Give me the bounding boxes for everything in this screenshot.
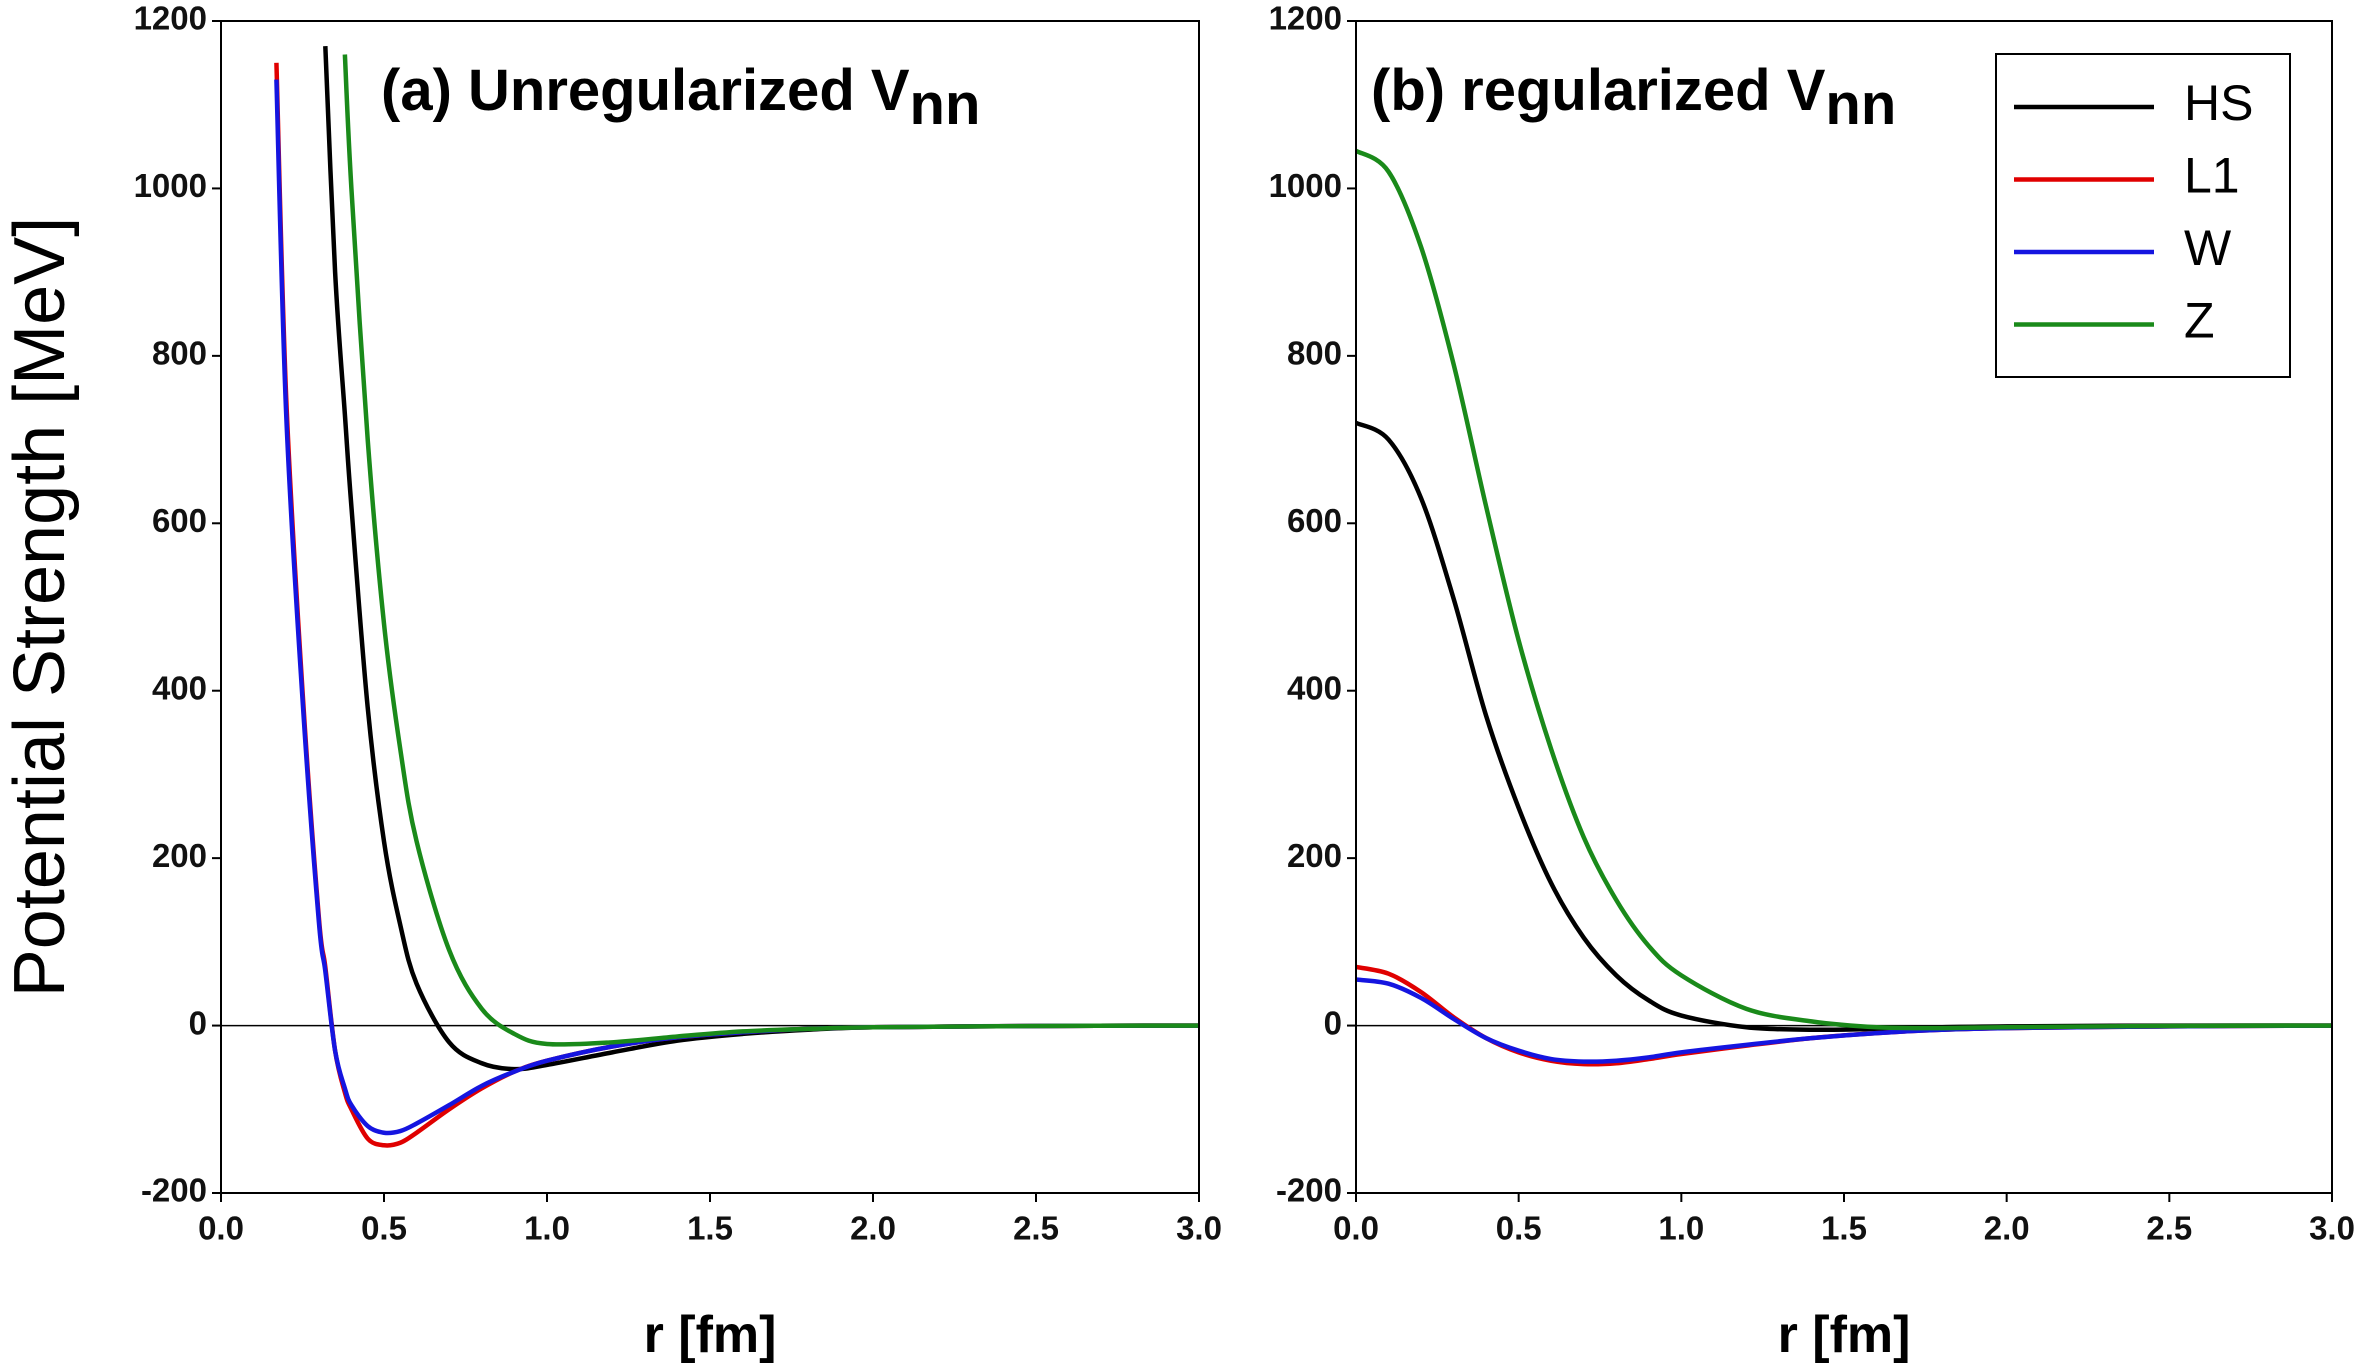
x-tick-label: 0.5 xyxy=(1496,1210,1542,1247)
legend-label: L1 xyxy=(2184,148,2240,204)
x-tick-label: 3.0 xyxy=(1176,1210,1222,1247)
x-tick-label: 1.0 xyxy=(524,1210,570,1247)
title-text: (b) regularized V xyxy=(1371,58,1826,123)
y-tick-label: 800 xyxy=(152,335,207,372)
y-tick-label: 1200 xyxy=(134,0,207,37)
x-tick-label: 2.0 xyxy=(1984,1210,2030,1247)
x-tick-label: 3.0 xyxy=(2309,1210,2355,1247)
title-text: (a) Unregularized V xyxy=(381,58,910,123)
plot-frame xyxy=(1355,20,2333,1194)
y-tick-label: 800 xyxy=(1287,335,1342,372)
panel: -200 0 200 400 600 800 1000 1200 0.0 0.5 1.0 1.5 2.0… xyxy=(0,0,1222,1364)
y-axis-label: Potential Strength [MeV] xyxy=(0,217,80,997)
x-tick-label: 1.5 xyxy=(1821,1210,1867,1247)
y-tick-label: 1000 xyxy=(134,167,207,204)
x-tick-label: 1.5 xyxy=(687,1210,733,1247)
title-subscript: nn xyxy=(1825,72,1896,137)
y-tick-label: -200 xyxy=(141,1172,207,1209)
legend-label: Z xyxy=(2184,293,2215,349)
y-tick-label: 400 xyxy=(152,669,207,706)
y-tick-label: 200 xyxy=(152,837,207,874)
y-tick-label: 600 xyxy=(1287,502,1342,539)
panel-title: (a) Unregularized Vnn xyxy=(381,58,980,137)
line-series xyxy=(1356,420,2332,1033)
panel-title: (b) regularized Vnn xyxy=(1371,58,1896,137)
y-tick-label: 400 xyxy=(1287,669,1342,706)
x-tick-label: 1.0 xyxy=(1658,1210,1704,1247)
y-tick-label: 200 xyxy=(1287,837,1342,874)
x-tick-label: 0.0 xyxy=(198,1210,244,1247)
legend-label: HS xyxy=(2184,75,2253,131)
x-tick-label: 2.5 xyxy=(2146,1210,2192,1247)
y-tick-label: 1000 xyxy=(1269,167,1342,204)
x-tick-label: 0.5 xyxy=(361,1210,407,1247)
line-series xyxy=(1356,977,2332,1064)
y-tick-label: -200 xyxy=(1276,1172,1342,1209)
legend-label: W xyxy=(2184,220,2232,276)
y-tick-label: 600 xyxy=(152,502,207,539)
line-series xyxy=(323,46,1199,1072)
x-tick-label: 2.0 xyxy=(850,1210,896,1247)
x-tick-label: 0.0 xyxy=(1333,1210,1379,1247)
y-tick-label: 0 xyxy=(1324,1004,1342,1041)
x-tick-label: 2.5 xyxy=(1013,1210,1059,1247)
y-tick-label: 0 xyxy=(189,1004,207,1041)
panel: -200 0 200 400 600 800 1000 1200 0.0 0.5 1.0 1.5 2.0… xyxy=(1269,0,2355,1364)
line-series xyxy=(1356,964,2332,1067)
line-series xyxy=(342,54,1199,1047)
x-axis-label: r [fm] xyxy=(644,1306,777,1364)
line-series xyxy=(1356,148,2332,1031)
title-subscript: nn xyxy=(910,72,981,137)
x-axis-label: r [fm] xyxy=(1778,1306,1911,1364)
y-tick-label: 1200 xyxy=(1269,0,1342,37)
plot-frame xyxy=(220,20,1200,1194)
